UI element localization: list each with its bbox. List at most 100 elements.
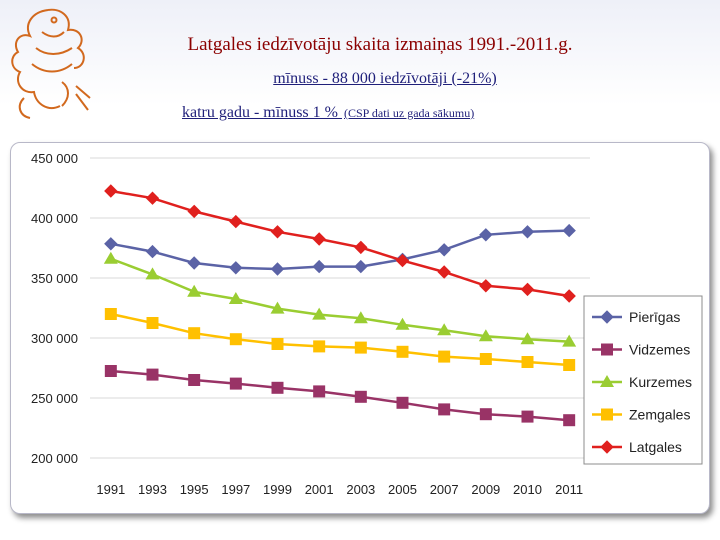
y-tick-label: 200 000 [31,451,78,466]
x-tick-label: 2007 [430,482,459,497]
data-point-kurzemes [478,329,493,342]
subtitle-source-note: (CSP dati uz gada sākumu) [343,106,475,120]
data-point-kurzemes [270,301,285,314]
legend-marker-kurzemes [600,375,614,387]
subtitle-yearly-main: katru gadu - mīnuss 1 % [182,104,342,121]
data-point-kurzemes [395,317,410,330]
y-tick-label: 400 000 [31,211,78,226]
data-point-latgales [270,225,285,239]
data-point-kurzemes [437,323,452,336]
data-point-zemgales [438,350,451,363]
data-point-kurzemes [312,307,327,320]
x-tick-label: 2010 [513,482,542,497]
data-point-zemgales [188,327,201,340]
legend-marker-latgales [600,440,614,454]
data-point-vidzemes [479,408,492,421]
y-tick-label: 350 000 [31,271,78,286]
data-point-kurzemes [228,292,243,304]
data-point-vidzemes [521,410,534,423]
header-band [0,0,720,150]
data-point-zemgales [396,345,409,358]
data-point-vidzemes [146,368,159,381]
data-point-latgales [187,204,201,219]
y-tick-label: 450 000 [31,151,78,166]
data-point-kurzemes [103,251,118,264]
data-point-vidzemes [271,381,284,394]
x-tick-label: 2009 [471,482,500,497]
legend-label-pier-gas: Pierīgas [629,309,680,325]
data-point-zemgales [479,353,492,365]
data-point-latgales [479,279,493,293]
data-point-zemgales [271,338,284,350]
y-tick-label: 250 000 [31,391,78,406]
x-tick-label: 2011 [555,482,583,497]
subtitle-total-change: mīnuss - 88 000 iedzīvotāji (-21%) [273,70,497,87]
data-point-zemgales [563,359,576,371]
legend-marker-zemgales [601,408,613,421]
series-line-kurzemes [110,257,570,343]
data-point-vidzemes [354,390,367,403]
data-point-pier-gas [520,225,535,239]
data-point-latgales [437,265,451,279]
legend-label-kurzemes: Kurzemes [629,374,692,390]
data-point-latgales [312,232,326,246]
data-point-latgales [562,289,576,303]
data-point-vidzemes [188,374,201,386]
x-tick-label: 2005 [388,482,417,497]
series-line-latgales [110,189,570,298]
legend-label-latgales: Latgales [629,439,682,455]
latgale-griffin-emblem [11,8,91,119]
data-point-zemgales [229,333,242,346]
y-tick-label: 300 000 [31,331,78,346]
data-point-latgales [145,191,160,205]
data-point-latgales [520,282,535,297]
x-tick-label: 1997 [221,482,250,497]
data-point-vidzemes [229,377,242,390]
data-point-vidzemes [313,385,326,398]
data-point-vidzemes [563,414,576,427]
x-tick-label: 2003 [346,482,375,497]
data-point-pier-gas [145,244,160,259]
data-point-pier-gas [229,261,243,275]
subtitle-yearly-change: katru gadu - mīnuss 1 % (CSP dati uz gad… [182,104,642,122]
x-tick-label: 2001 [305,482,334,497]
x-tick-label: 1991 [96,482,125,497]
data-point-latgales [104,184,118,198]
data-point-zemgales [521,356,534,368]
data-point-kurzemes [562,334,577,347]
data-point-vidzemes [104,365,117,377]
x-tick-label: 1995 [180,482,209,497]
legend-label-zemgales: Zemgales [629,407,690,423]
page-title: Latgales iedzīvotāju skaita izmaiņas 199… [187,34,573,55]
data-point-pier-gas [479,228,493,242]
data-point-pier-gas [270,262,285,276]
data-point-kurzemes [187,284,202,297]
data-point-zemgales [104,308,117,320]
legend-box [583,295,703,465]
legend-marker-vidzemes [601,343,613,356]
data-point-kurzemes [353,311,368,324]
legend-marker-pier-gas [600,310,614,324]
data-point-kurzemes [145,267,160,280]
series-line-pier-gas [110,229,570,271]
series-line-vidzemes [110,369,570,422]
data-point-kurzemes [520,332,535,345]
data-point-vidzemes [438,403,451,416]
data-point-pier-gas [354,259,368,274]
x-tick-label: 1993 [138,482,167,497]
data-point-latgales [395,253,410,268]
x-tick-label: 1999 [263,482,292,497]
data-point-latgales [354,240,368,255]
data-point-latgales [229,214,243,229]
series-line-zemgales [110,312,570,367]
data-point-pier-gas [104,237,118,251]
legend-label-vidzemes: Vidzemes [629,342,690,358]
data-point-vidzemes [396,396,409,409]
data-point-pier-gas [562,223,576,238]
data-point-zemgales [354,341,367,354]
data-point-zemgales [146,317,159,329]
data-point-pier-gas [187,256,201,270]
data-point-pier-gas [312,259,326,274]
data-point-pier-gas [437,243,451,257]
